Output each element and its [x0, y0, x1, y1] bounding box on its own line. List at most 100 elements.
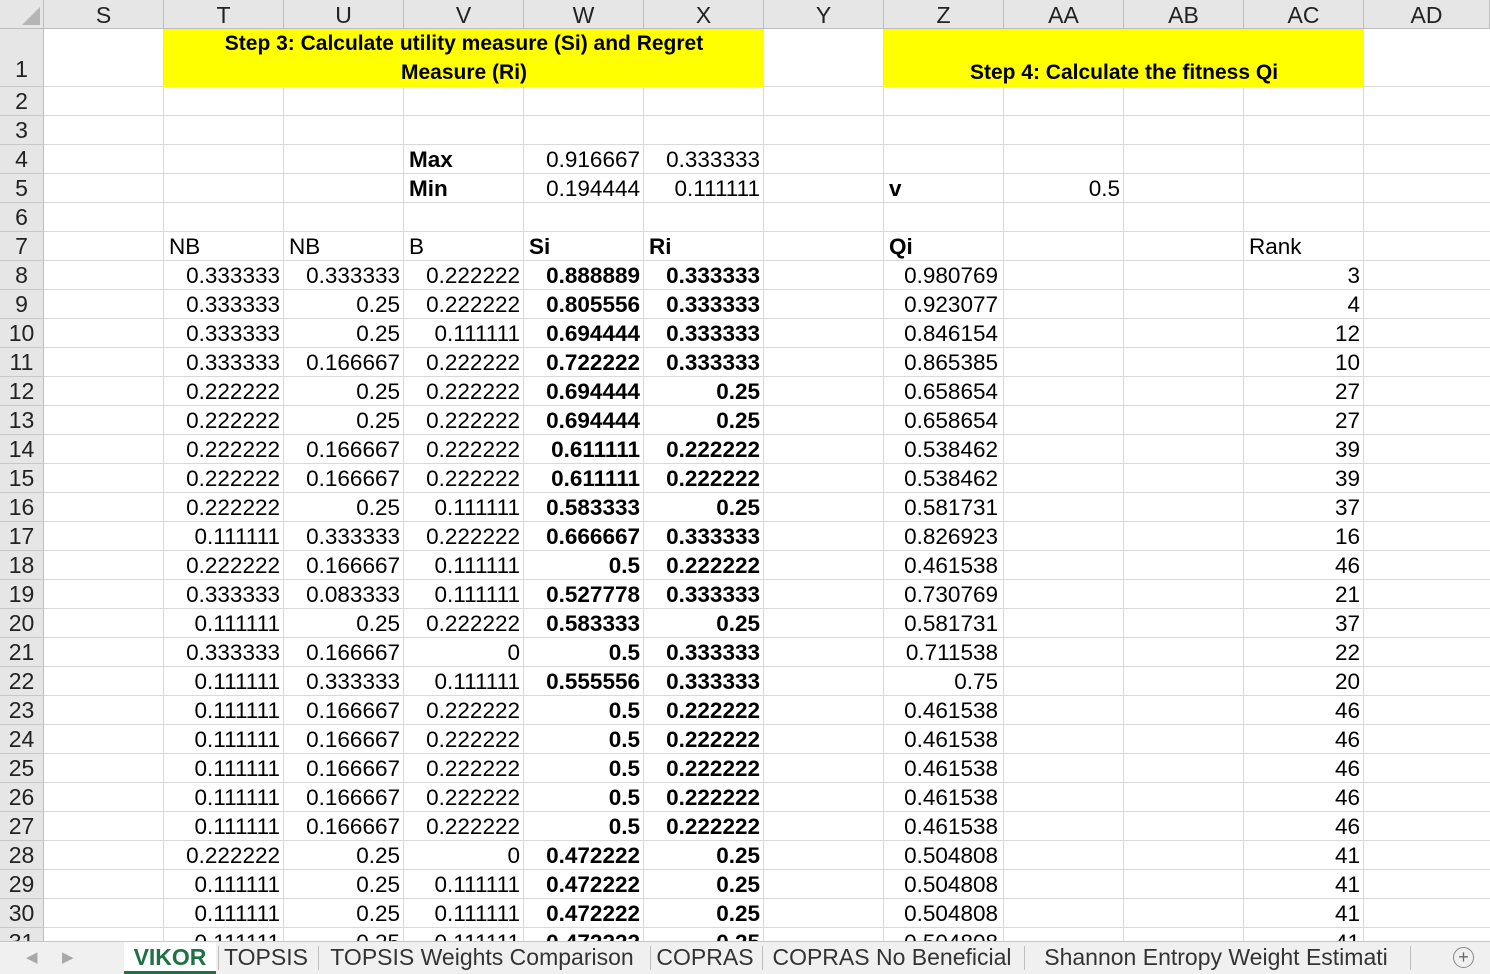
row-header-29[interactable]: 29 — [0, 870, 44, 899]
row-header-2[interactable]: 2 — [0, 87, 44, 116]
cell-w-28[interactable]: 0.472222 — [546, 843, 640, 868]
cell-w-23[interactable]: 0.5 — [608, 698, 640, 723]
cell-w-9[interactable]: 0.805556 — [546, 292, 640, 317]
cell-v-24[interactable]: 0.222222 — [426, 727, 520, 752]
cell-w-24[interactable]: 0.5 — [608, 727, 640, 752]
min-si-value[interactable]: 0.194444 — [546, 176, 640, 201]
cell-t-9[interactable]: 0.333333 — [186, 292, 280, 317]
cell-ac-11[interactable]: 10 — [1334, 350, 1360, 375]
cell-z-14[interactable]: 0.538462 — [904, 437, 998, 462]
cell-u-26[interactable]: 0.166667 — [306, 785, 400, 810]
cell-x-29[interactable]: 0.25 — [716, 872, 760, 897]
chevron-right-icon[interactable]: ▶ — [62, 949, 74, 966]
cell-v-13[interactable]: 0.222222 — [426, 408, 520, 433]
cell-z-30[interactable]: 0.504808 — [904, 901, 998, 926]
row-header-7[interactable]: 7 — [0, 232, 44, 261]
cell-x-8[interactable]: 0.333333 — [666, 263, 760, 288]
cell-ac-18[interactable]: 46 — [1334, 553, 1360, 578]
cell-v-22[interactable]: 0.111111 — [434, 669, 521, 694]
cell-w-14[interactable]: 0.611111 — [551, 437, 640, 462]
cell-ac-21[interactable]: 22 — [1334, 640, 1360, 665]
chevron-left-icon[interactable]: ◀ — [26, 949, 38, 966]
cell-ac-30[interactable]: 41 — [1334, 901, 1360, 926]
row-header-24[interactable]: 24 — [0, 725, 44, 754]
cell-ac-29[interactable]: 41 — [1334, 872, 1360, 897]
cell-t-30[interactable]: 0.111111 — [194, 901, 281, 926]
cell-w-16[interactable]: 0.583333 — [546, 495, 640, 520]
cell-x-15[interactable]: 0.222222 — [666, 466, 760, 491]
cell-u-29[interactable]: 0.25 — [356, 872, 400, 897]
cell-v-23[interactable]: 0.222222 — [426, 698, 520, 723]
cell-x-22[interactable]: 0.333333 — [666, 669, 760, 694]
cell-x-11[interactable]: 0.333333 — [666, 350, 760, 375]
min-label[interactable]: Min — [409, 176, 448, 201]
cell-u-23[interactable]: 0.166667 — [306, 698, 400, 723]
cell-t-11[interactable]: 0.333333 — [186, 350, 280, 375]
row-header-8[interactable]: 8 — [0, 261, 44, 290]
cell-ac-17[interactable]: 16 — [1334, 524, 1360, 549]
row-header-3[interactable]: 3 — [0, 116, 44, 145]
cell-w-30[interactable]: 0.472222 — [546, 901, 640, 926]
cell-u-12[interactable]: 0.25 — [356, 379, 400, 404]
cell-w-13[interactable]: 0.694444 — [546, 408, 640, 433]
column-header-ad[interactable]: AD — [1364, 0, 1490, 29]
cell-ac-20[interactable]: 37 — [1334, 611, 1360, 636]
cell-v-31[interactable]: 0.111111 — [404, 928, 524, 941]
cell-w-10[interactable]: 0.694444 — [546, 321, 640, 346]
row-header-26[interactable]: 26 — [0, 783, 44, 812]
row-header-10[interactable]: 10 — [0, 319, 44, 348]
cell-w-11[interactable]: 0.722222 — [546, 350, 640, 375]
column-header-ab[interactable]: AB — [1124, 0, 1244, 29]
header-ri[interactable]: Ri — [649, 234, 672, 259]
cell-x-19[interactable]: 0.333333 — [666, 582, 760, 607]
cell-u-22[interactable]: 0.333333 — [306, 669, 400, 694]
cell-x-28[interactable]: 0.25 — [716, 843, 760, 868]
cell-z-16[interactable]: 0.581731 — [904, 495, 998, 520]
cell-ac-24[interactable]: 46 — [1334, 727, 1360, 752]
cell-z-25[interactable]: 0.461538 — [904, 756, 998, 781]
cell-v-18[interactable]: 0.111111 — [434, 553, 521, 578]
row-header-18[interactable]: 18 — [0, 551, 44, 580]
column-header-z[interactable]: Z — [884, 0, 1004, 29]
cell-u-14[interactable]: 0.166667 — [306, 437, 400, 462]
cell-ac-22[interactable]: 20 — [1334, 669, 1360, 694]
cell-u-15[interactable]: 0.166667 — [306, 466, 400, 491]
cell-t-13[interactable]: 0.222222 — [186, 408, 280, 433]
cell-z-11[interactable]: 0.865385 — [904, 350, 998, 375]
row-header-1[interactable]: 1 — [0, 29, 44, 87]
header-qi[interactable]: Qi — [889, 234, 913, 259]
tab-vikor[interactable]: VIKOR — [124, 942, 216, 974]
cell-t-17[interactable]: 0.111111 — [194, 524, 281, 549]
cell-v-20[interactable]: 0.222222 — [426, 611, 520, 636]
cell-u-31[interactable]: 0.25 — [284, 928, 404, 941]
cell-ac-8[interactable]: 3 — [1347, 263, 1360, 288]
tab-topsis-weights-comparison[interactable]: TOPSIS Weights Comparison — [330, 944, 634, 970]
cell-w-21[interactable]: 0.5 — [608, 640, 640, 665]
row-header-15[interactable]: 15 — [0, 464, 44, 493]
cell-z-29[interactable]: 0.504808 — [904, 872, 998, 897]
cell-u-21[interactable]: 0.166667 — [306, 640, 400, 665]
cell-w-25[interactable]: 0.5 — [608, 756, 640, 781]
cell-v-26[interactable]: 0.222222 — [426, 785, 520, 810]
cell-u-16[interactable]: 0.25 — [356, 495, 400, 520]
header-si[interactable]: Si — [529, 234, 551, 259]
cell-ac-13[interactable]: 27 — [1334, 408, 1360, 433]
cell-x-24[interactable]: 0.222222 — [666, 727, 760, 752]
row-header-30[interactable]: 30 — [0, 899, 44, 928]
cell-t-20[interactable]: 0.111111 — [194, 611, 281, 636]
cell-ac-31[interactable]: 41 — [1244, 928, 1364, 941]
cell-ac-16[interactable]: 37 — [1334, 495, 1360, 520]
row-header-19[interactable]: 19 — [0, 580, 44, 609]
cell-w-31[interactable]: 0.472222 — [524, 928, 644, 941]
cell-z-9[interactable]: 0.923077 — [904, 292, 998, 317]
cell-x-25[interactable]: 0.222222 — [666, 756, 760, 781]
cell-t-29[interactable]: 0.111111 — [194, 872, 281, 897]
cell-x-16[interactable]: 0.25 — [716, 495, 760, 520]
cell-x-12[interactable]: 0.25 — [716, 379, 760, 404]
v-value[interactable]: 0.5 — [1088, 176, 1120, 201]
cell-t-31[interactable]: 0.111111 — [164, 928, 284, 941]
cell-z-26[interactable]: 0.461538 — [904, 785, 998, 810]
tab-copras[interactable]: COPRAS — [656, 944, 754, 970]
cell-z-12[interactable]: 0.658654 — [904, 379, 998, 404]
cell-t-10[interactable]: 0.333333 — [186, 321, 280, 346]
